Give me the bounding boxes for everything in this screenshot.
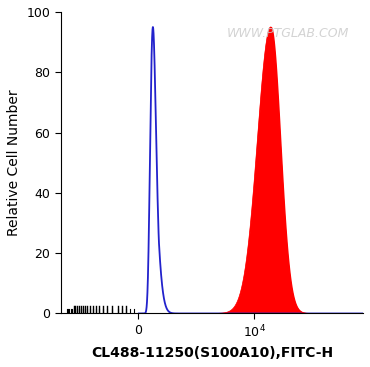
X-axis label: CL488-11250(S100A10),FITC-H: CL488-11250(S100A10),FITC-H xyxy=(91,346,333,360)
Y-axis label: Relative Cell Number: Relative Cell Number xyxy=(7,90,21,236)
Text: WWW.PTGLAB.COM: WWW.PTGLAB.COM xyxy=(227,27,349,40)
